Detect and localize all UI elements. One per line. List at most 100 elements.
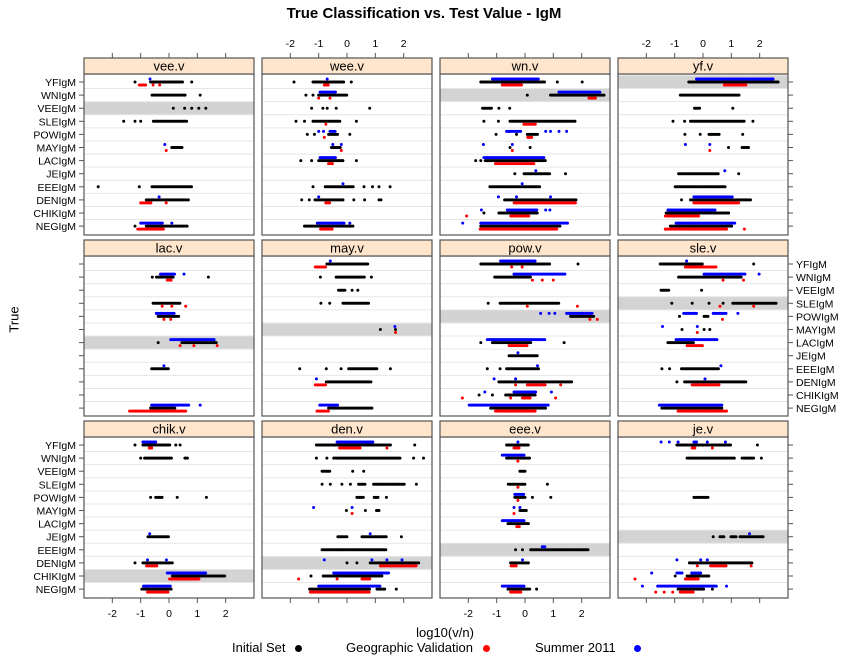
data-point-initial	[214, 341, 218, 345]
panel-may-v: may.v	[261, 239, 433, 417]
data-point-initial	[529, 341, 533, 345]
data-point-initial	[133, 224, 137, 228]
data-point-geographic	[540, 278, 544, 282]
data-point-summer	[168, 584, 172, 588]
data-point-geographic	[543, 383, 547, 387]
data-point-initial	[576, 262, 580, 266]
data-point-initial	[747, 146, 750, 149]
data-point-summer	[695, 311, 698, 315]
data-point-summer	[708, 143, 712, 146]
data-point-initial	[592, 314, 596, 318]
data-point-summer	[333, 90, 337, 94]
data-point-initial	[388, 185, 392, 189]
data-point-summer	[543, 338, 547, 342]
data-point-summer	[730, 195, 734, 199]
legend-label: Geographic Validation	[346, 640, 473, 655]
strip-label: chik.v	[152, 422, 186, 437]
data-point-summer	[723, 169, 727, 173]
data-point-initial	[366, 262, 370, 266]
data-point-initial	[702, 328, 706, 331]
x-tick-label: 0	[700, 38, 706, 50]
data-point-initial	[678, 314, 681, 318]
data-point-initial	[139, 119, 143, 123]
data-point-geographic	[533, 122, 537, 126]
data-point-summer	[771, 77, 775, 81]
data-point-initial	[482, 119, 486, 123]
data-point-initial	[338, 146, 342, 149]
data-point-initial	[744, 380, 748, 384]
data-point-geographic	[151, 83, 155, 87]
data-point-initial	[345, 93, 349, 97]
data-point-summer	[547, 311, 551, 315]
data-point-initial	[369, 275, 373, 279]
y-tick-label: CHIKIgM	[796, 390, 839, 402]
data-point-geographic	[465, 214, 469, 218]
data-point-initial	[544, 406, 547, 410]
data-point-initial	[752, 262, 756, 266]
data-point-initial	[361, 495, 365, 499]
data-point-initial	[691, 341, 695, 345]
data-point-initial	[370, 406, 374, 410]
y-tick-label: MAYIgM	[37, 143, 76, 155]
data-point-summer	[198, 403, 202, 407]
data-point-initial	[362, 469, 366, 473]
data-point-geographic	[149, 201, 153, 205]
data-point-initial	[706, 314, 710, 318]
data-point-geographic	[551, 278, 555, 282]
data-point-summer	[182, 272, 186, 276]
data-point-initial	[310, 106, 314, 110]
data-point-initial	[156, 341, 160, 345]
data-point-summer	[187, 403, 191, 407]
data-point-summer	[563, 272, 567, 276]
data-point-initial	[716, 367, 720, 371]
data-point-initial	[354, 159, 358, 163]
data-point-initial	[537, 367, 540, 371]
data-point-initial	[774, 301, 778, 305]
data-point-initial	[311, 93, 315, 97]
data-point-initial	[341, 198, 345, 202]
data-point-initial	[298, 367, 302, 371]
data-point-summer	[370, 558, 374, 562]
data-point-initial	[328, 469, 332, 473]
x-tick-label: 2	[401, 38, 407, 50]
data-point-initial	[292, 80, 296, 84]
data-point-initial	[574, 198, 578, 202]
data-point-summer	[715, 338, 719, 342]
data-point-summer	[683, 143, 687, 146]
legend-label: Initial Set	[232, 640, 286, 655]
data-point-initial	[417, 561, 421, 565]
legend-marker	[295, 645, 303, 653]
data-point-summer	[148, 532, 152, 536]
data-point-geographic	[297, 577, 301, 581]
data-point-initial	[515, 132, 518, 136]
data-point-initial	[776, 80, 780, 84]
strip-label: lac.v	[156, 241, 183, 256]
strip-label: yf.v	[693, 59, 714, 74]
data-point-initial	[751, 119, 755, 123]
data-point-summer	[333, 156, 337, 160]
data-point-initial	[173, 406, 177, 410]
data-point-initial	[185, 456, 189, 460]
data-point-geographic	[700, 344, 704, 348]
x-tick-label: -1	[314, 38, 323, 50]
data-point-summer	[154, 440, 158, 444]
data-point-geographic	[573, 201, 577, 205]
data-point-initial	[338, 119, 342, 123]
data-point-summer	[496, 195, 500, 199]
data-point-initial	[376, 495, 380, 499]
data-point-initial	[490, 393, 494, 397]
data-point-initial	[485, 367, 489, 371]
data-point-geographic	[520, 83, 523, 87]
data-point-initial	[168, 443, 172, 447]
data-point-initial	[538, 185, 542, 189]
data-point-initial	[183, 93, 187, 97]
panel-pow-v: pow.v	[439, 239, 611, 417]
data-point-summer	[322, 129, 325, 133]
data-point-initial	[413, 443, 417, 447]
data-point-initial	[543, 159, 547, 163]
data-point-summer	[387, 571, 390, 575]
data-point-initial	[133, 119, 137, 123]
data-point-initial	[339, 367, 343, 371]
strip-label: wn.v	[511, 59, 539, 74]
data-point-summer	[519, 129, 523, 133]
